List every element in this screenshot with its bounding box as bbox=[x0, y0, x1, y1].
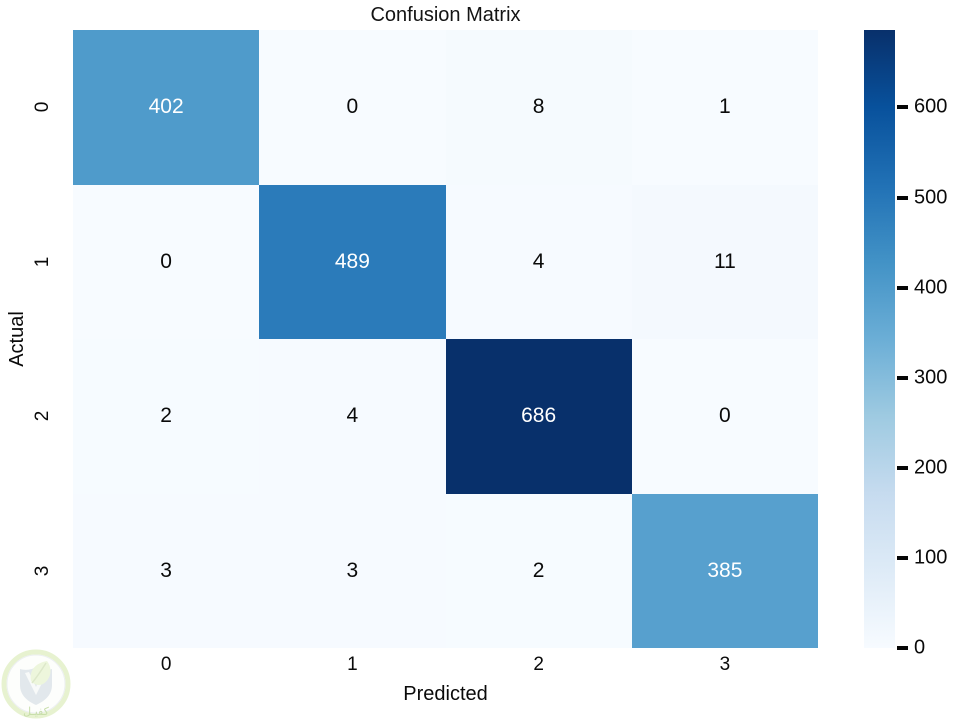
heatmap-cell: 11 bbox=[631, 184, 818, 339]
heatmap-cell: 1 bbox=[631, 30, 818, 185]
heatmap-cell: 4 bbox=[445, 184, 632, 339]
heatmap-cell: 3 bbox=[73, 493, 260, 648]
heatmap-cell: 0 bbox=[259, 30, 446, 185]
watermark-text: كفيـل bbox=[23, 706, 49, 718]
x-tick-label: 1 bbox=[347, 654, 358, 675]
y-axis-label: Actual bbox=[6, 311, 28, 367]
y-tick-label: 2 bbox=[32, 410, 53, 422]
heatmap-cell: 0 bbox=[73, 184, 260, 339]
y-tick-label: 0 bbox=[32, 101, 53, 113]
colorbar-tick-label: 100 bbox=[914, 546, 948, 569]
colorbar-tick-label: 500 bbox=[914, 186, 948, 209]
colorbar-tick-label: 0 bbox=[914, 636, 926, 659]
colorbar-tick bbox=[897, 195, 908, 200]
y-tick-label: 1 bbox=[32, 256, 53, 268]
colorbar-tick-label: 300 bbox=[914, 366, 948, 389]
heatmap-cell: 489 bbox=[259, 184, 446, 339]
heatmap-cell: 2 bbox=[73, 339, 260, 494]
x-axis-label: Predicted bbox=[403, 683, 488, 705]
x-tick-label: 3 bbox=[719, 654, 731, 675]
colorbar-tick bbox=[897, 285, 908, 290]
colorbar-tick-label: 600 bbox=[914, 95, 948, 118]
heatmap-cell: 4 bbox=[259, 339, 446, 494]
heatmap-cell: 8 bbox=[445, 30, 632, 185]
heatmap: 402 0 8 1 0 489 4 11 2 4 686 0 3 3 2 385 bbox=[73, 30, 818, 648]
heatmap-cell: 3 bbox=[259, 493, 446, 648]
colorbar-gradient bbox=[864, 30, 895, 648]
colorbar-tick bbox=[897, 646, 908, 650]
y-tick-label: 3 bbox=[32, 565, 53, 577]
x-tick-label: 0 bbox=[160, 654, 172, 675]
colorbar-tick bbox=[897, 375, 908, 380]
colorbar: 0 100 200 300 400 500 600 bbox=[864, 30, 958, 659]
chart-title: Confusion Matrix bbox=[370, 4, 521, 26]
watermark-inner-ring bbox=[6, 654, 66, 714]
colorbar-tick-label: 200 bbox=[914, 456, 948, 479]
heatmap-cell: 2 bbox=[445, 493, 632, 648]
colorbar-tick-label: 400 bbox=[914, 276, 948, 299]
heatmap-cell: 0 bbox=[631, 339, 818, 494]
colorbar-tick bbox=[897, 465, 908, 470]
colorbar-tick bbox=[897, 105, 908, 110]
watermark-logo: كفيـل bbox=[1, 649, 71, 719]
colorbar-tick bbox=[897, 555, 908, 560]
heatmap-cell: 402 bbox=[73, 30, 260, 185]
leaf-vein bbox=[31, 662, 47, 684]
heatmap-cell: 686 bbox=[445, 339, 632, 494]
heatmap-cell: 385 bbox=[631, 493, 818, 648]
x-tick-label: 2 bbox=[533, 654, 544, 675]
